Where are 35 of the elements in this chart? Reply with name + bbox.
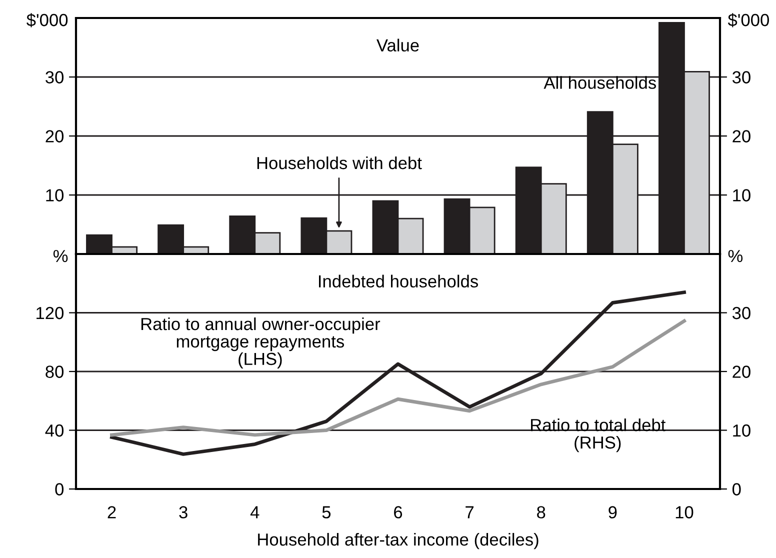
y-axis-title: $'000 xyxy=(26,13,68,28)
y2-tick-label: 30 xyxy=(732,306,750,320)
x-tick-label: 4 xyxy=(250,506,260,518)
y-tick-label: 0 xyxy=(55,483,64,496)
y-axis-title: % xyxy=(53,250,68,262)
x-tick-label: 6 xyxy=(394,506,402,518)
y2-tick-label: 0 xyxy=(732,483,741,496)
y2-tick-label: 10 xyxy=(733,189,750,202)
y-tick-label: 40 xyxy=(45,424,64,437)
series-label: Ratio to total debt (RHS) xyxy=(531,418,666,452)
y2-tick-label: 10 xyxy=(733,424,750,437)
x-tick-label: 10 xyxy=(676,506,694,518)
y2-axis-title: % xyxy=(728,250,743,262)
y2-axis-title: $'000 xyxy=(728,13,769,28)
y-tick-label: 30 xyxy=(46,71,64,84)
y-tick-label: 20 xyxy=(46,130,64,142)
line-series xyxy=(110,319,686,437)
y2-tick-label: 20 xyxy=(732,366,750,378)
y-tick-label: 10 xyxy=(46,189,64,202)
x-tick-label: 9 xyxy=(608,506,617,518)
x-tick-label: 7 xyxy=(466,506,474,518)
y2-tick-label: 30 xyxy=(732,71,750,84)
text: Value xyxy=(376,38,419,52)
text: Indebted households xyxy=(319,274,478,288)
x-axis-title: Household after-tax income (deciles) xyxy=(258,532,538,550)
x-tick-label: 3 xyxy=(179,506,188,518)
y-tick-label: 80 xyxy=(46,366,64,378)
y2-tick-label: 20 xyxy=(732,130,750,142)
x-tick-label: 8 xyxy=(537,506,546,518)
x-tick-label: 5 xyxy=(322,506,331,518)
x-tick-label: 2 xyxy=(108,506,116,518)
series-label: All households xyxy=(544,76,656,89)
y-tick-label: 120 xyxy=(36,306,64,320)
series-label: Ratio to annual owner-occupier mortgage repayments (LHS) xyxy=(141,317,380,369)
text: Households with debt xyxy=(257,156,422,170)
